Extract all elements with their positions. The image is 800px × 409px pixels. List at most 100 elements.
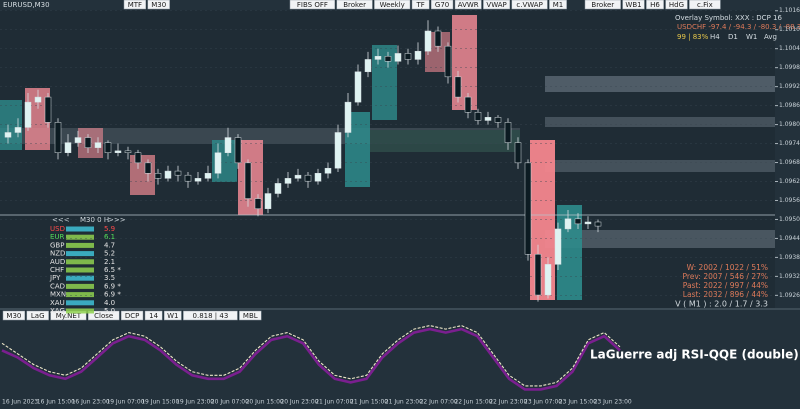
- button-label[interactable]: Broker: [591, 1, 614, 9]
- candle-body: [194, 178, 202, 182]
- candle-body: [374, 56, 382, 60]
- toolbar-button[interactable]: [2, 310, 26, 321]
- button-label[interactable]: c.VWAP: [516, 1, 542, 9]
- y-tick-label: 1.09560: [779, 197, 800, 204]
- stat-line: Past: 2022 / 997 / 44%: [683, 281, 768, 290]
- toolbar-button[interactable]: [622, 0, 645, 10]
- button-label[interactable]: FIBS OFF: [297, 1, 328, 9]
- button-label[interactable]: HdG: [669, 1, 684, 9]
- candle-body: [284, 178, 292, 184]
- toolbar-button[interactable]: [26, 310, 49, 321]
- candle-body: [204, 173, 212, 179]
- x-tick-label: 19 Jun 07:00: [106, 399, 144, 406]
- toolbar-button[interactable]: [239, 310, 262, 321]
- button-label[interactable]: c.Fix: [697, 1, 713, 9]
- button-label[interactable]: DCP: [125, 312, 140, 320]
- button-label[interactable]: M30: [6, 312, 21, 320]
- candle-body: [454, 76, 462, 98]
- button-label[interactable]: Broker: [343, 1, 366, 9]
- candle-body: [244, 162, 252, 199]
- currency-name: CAD: [50, 282, 65, 290]
- toolbar-button[interactable]: [511, 0, 548, 10]
- button-label[interactable]: G70: [435, 1, 449, 9]
- toolbar-button[interactable]: [549, 0, 567, 10]
- toolbar-button[interactable]: [483, 0, 511, 10]
- candle-body: [14, 127, 22, 133]
- strength-bar: [66, 242, 94, 248]
- button-label[interactable]: M30: [151, 1, 166, 9]
- candle-body: [564, 218, 572, 230]
- candle-body: [264, 193, 272, 209]
- toolbar-button[interactable]: [646, 0, 664, 10]
- candle-body: [544, 264, 552, 296]
- candle-body: [594, 221, 602, 227]
- y-tick-label: 1.09860: [779, 102, 800, 109]
- button-label[interactable]: MTF: [128, 1, 142, 9]
- toolbar-button[interactable]: [665, 0, 688, 10]
- overlay-line: USDCHF -97.4 / -94.3 / -80.3 / -88.3: [677, 23, 800, 31]
- toolbar-button[interactable]: [430, 0, 454, 10]
- toolbar-button[interactable]: [411, 0, 430, 10]
- toolbar-button[interactable]: [289, 0, 336, 10]
- toolbar-button[interactable]: [120, 310, 144, 321]
- oscillator-line: [1, 327, 621, 391]
- strength-header: M30 0 H: [80, 216, 109, 224]
- button-label[interactable]: LaG: [31, 312, 45, 320]
- toolbar-button[interactable]: [689, 0, 721, 10]
- candle-body: [94, 142, 102, 148]
- toolbar-button[interactable]: [147, 0, 170, 10]
- toolbar-button[interactable]: [183, 310, 238, 321]
- strength-bar: [66, 292, 94, 298]
- x-tick-label: 20 Jun 15:00: [246, 399, 284, 406]
- currency-name: EUR: [50, 233, 65, 241]
- y-tick-label: 1.09320: [779, 273, 800, 280]
- button-label[interactable]: TF: [415, 1, 424, 9]
- button-label[interactable]: WB1: [625, 1, 641, 9]
- strength-bar: [66, 259, 94, 265]
- candle-body: [554, 228, 562, 265]
- button-label[interactable]: MBL: [243, 312, 258, 320]
- x-tick-label: 21 Jun 15:00: [350, 399, 388, 406]
- x-tick-label: 22 Jun 07:00: [420, 399, 458, 406]
- y-tick-label: 1.09800: [779, 121, 800, 128]
- zone: [370, 130, 520, 152]
- candle-body: [474, 112, 482, 121]
- button-label[interactable]: AVWR: [458, 1, 479, 9]
- x-tick-label: 16 Jun 23:00: [72, 399, 110, 406]
- zone: [545, 117, 775, 127]
- button-label[interactable]: VWAP: [486, 1, 506, 9]
- stat-line: W: 2002 / 1022 / 51%: [687, 263, 768, 272]
- candle-body: [174, 170, 182, 176]
- currency-name: JPY: [49, 274, 61, 282]
- toolbar-button[interactable]: [584, 0, 621, 10]
- candle-body: [114, 150, 122, 153]
- button-label[interactable]: Weekly: [380, 1, 405, 9]
- button-label[interactable]: M1: [553, 1, 564, 9]
- candle-body: [464, 96, 472, 113]
- stat-line: Last: 2032 / 896 / 44%: [683, 290, 768, 299]
- y-tick-label: 1.09500: [779, 216, 800, 223]
- y-tick-label: 1.09380: [779, 254, 800, 261]
- toolbar-button[interactable]: [374, 0, 411, 10]
- x-tick-label: 20 Jun 07:00: [211, 399, 249, 406]
- toolbar-button[interactable]: [144, 310, 163, 321]
- currency-name: AUD: [50, 258, 65, 266]
- toolbar-button[interactable]: [336, 0, 373, 10]
- currency-name: XAG: [50, 307, 65, 315]
- toolbar-button[interactable]: [123, 0, 147, 10]
- x-tick-label: 23 Jun 15:00: [559, 399, 597, 406]
- toolbar-button[interactable]: [163, 310, 182, 321]
- toolbar-button[interactable]: [87, 310, 120, 321]
- overlay-title: Overlay Symbol: XXX : DCP 16: [675, 14, 782, 22]
- button-label[interactable]: Close: [94, 312, 113, 320]
- button-label[interactable]: 14: [149, 312, 158, 320]
- button-label[interactable]: My.NET: [56, 312, 82, 320]
- candle-body: [294, 174, 302, 179]
- toolbar-button[interactable]: [454, 0, 482, 10]
- button-label[interactable]: W1: [167, 312, 178, 320]
- candle-body: [434, 30, 442, 47]
- candle-body: [164, 170, 172, 179]
- button-label[interactable]: 0.818 | 43: [193, 312, 229, 320]
- button-label[interactable]: H6: [650, 1, 660, 9]
